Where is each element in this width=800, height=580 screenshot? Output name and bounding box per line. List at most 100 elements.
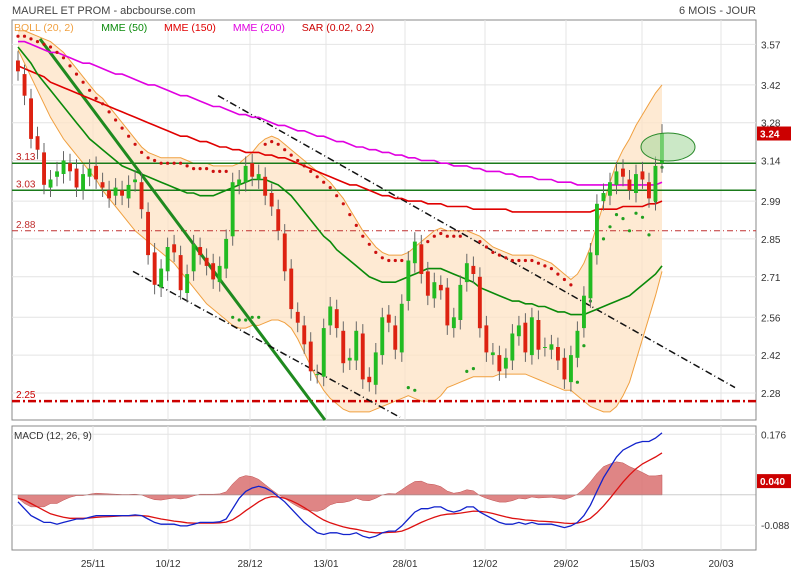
candle-body <box>139 182 144 210</box>
sar-dot <box>647 233 651 237</box>
sar-dot <box>354 223 358 227</box>
candle-body <box>490 352 495 356</box>
candle-body <box>315 374 320 376</box>
x-tick-label: 15/03 <box>629 559 654 570</box>
candle-body <box>373 352 378 385</box>
candle-body <box>354 330 359 361</box>
candle-body <box>185 274 190 293</box>
candle-body <box>471 265 476 274</box>
candle-body <box>269 193 274 207</box>
sar-dot <box>289 153 293 157</box>
candle-body <box>412 241 417 264</box>
x-tick-label: 12/02 <box>472 559 497 570</box>
macd-y-axis: 0.176 -0.088 0.040 <box>757 430 791 532</box>
legend-entry: MME (150) <box>164 22 216 34</box>
sar-dot <box>536 261 541 265</box>
level-label: 2.25 <box>16 390 36 401</box>
candle-body <box>653 165 658 201</box>
sar-dot <box>231 315 235 319</box>
sar-dot <box>478 240 482 244</box>
sar-dot <box>270 140 274 144</box>
sar-dot <box>497 253 501 257</box>
sar-dot <box>465 369 469 373</box>
sar-dot <box>101 102 105 106</box>
sar-dot <box>458 234 462 238</box>
candle-body <box>569 355 573 383</box>
sar-dot <box>614 213 619 217</box>
candle-body <box>55 171 59 177</box>
candle-body <box>497 355 502 372</box>
x-axis: 25/11 10/12 28/12 13/01 28/01 12/02 29/02 15/03… <box>81 559 734 570</box>
candle-body <box>562 357 567 380</box>
candle-body <box>510 333 515 361</box>
sar-dot <box>374 250 378 254</box>
price-y-tick-label: 2.85 <box>761 235 781 246</box>
candle-body <box>81 174 85 191</box>
macd-title: MACD (12, 26, 9) <box>14 431 92 442</box>
candle-body <box>640 171 645 180</box>
candle-body <box>529 317 534 356</box>
candle-body <box>74 168 79 188</box>
sar-dot <box>413 388 417 392</box>
macd-grid <box>12 426 756 550</box>
candle-body <box>191 244 196 272</box>
sar-dot <box>263 142 267 146</box>
candle-body <box>107 190 111 199</box>
x-tick-label: 13/01 <box>313 559 338 570</box>
moving-averages <box>17 40 663 316</box>
candle-body <box>451 317 456 329</box>
sar-dot <box>42 42 46 46</box>
sar-dot <box>335 194 339 198</box>
sar-dot <box>608 225 612 229</box>
candle-body <box>582 295 586 329</box>
sar-dot <box>140 150 144 154</box>
candle-body <box>445 287 450 326</box>
sar-dot <box>296 158 300 163</box>
candle-body <box>621 168 625 177</box>
sar-dot <box>400 258 404 263</box>
mme50-line <box>17 46 663 316</box>
candle-body <box>289 268 294 310</box>
sar-dot <box>510 258 514 263</box>
price-y-tick-label: 2.42 <box>761 351 781 362</box>
candle-body <box>477 276 482 329</box>
sar-dot <box>426 240 430 244</box>
mme150-line <box>17 65 663 213</box>
sar-dot <box>55 50 59 55</box>
candle-body <box>601 193 606 202</box>
candle-body <box>204 257 209 266</box>
candle-body <box>432 282 437 299</box>
sar-dot <box>309 169 313 173</box>
price-y-tick-label: 3.42 <box>761 81 781 92</box>
sar-dot <box>133 142 137 146</box>
sar-dot <box>81 80 85 84</box>
sar-dot <box>205 167 209 171</box>
price-y-tick-label: 3.14 <box>761 157 781 168</box>
candle-body <box>295 311 300 323</box>
candle-body <box>484 325 489 353</box>
candle-body <box>42 152 46 185</box>
last-price-badge <box>757 126 791 141</box>
sar-dot <box>484 245 488 249</box>
sar-dot <box>16 34 20 38</box>
candle-body <box>386 314 391 323</box>
sar-dot <box>198 167 202 171</box>
candle-body <box>464 263 469 283</box>
macd-y-tick-label: -0.088 <box>761 521 790 532</box>
candle-body <box>614 171 619 185</box>
candle-body <box>61 160 66 174</box>
candle-body <box>282 233 287 272</box>
candle-body <box>237 179 242 185</box>
sar-dot <box>627 229 632 233</box>
sar-dot <box>74 72 79 76</box>
candle-body <box>334 309 339 329</box>
price-y-tick-label: 2.28 <box>761 389 781 400</box>
macd-line <box>17 432 663 539</box>
candle-body <box>536 320 541 350</box>
sar-dot <box>127 134 131 138</box>
sar-dot <box>302 164 306 168</box>
macd-last-badge <box>757 474 791 489</box>
candle-body <box>308 341 313 372</box>
sar-dot <box>393 258 397 263</box>
candle-body <box>224 238 229 269</box>
